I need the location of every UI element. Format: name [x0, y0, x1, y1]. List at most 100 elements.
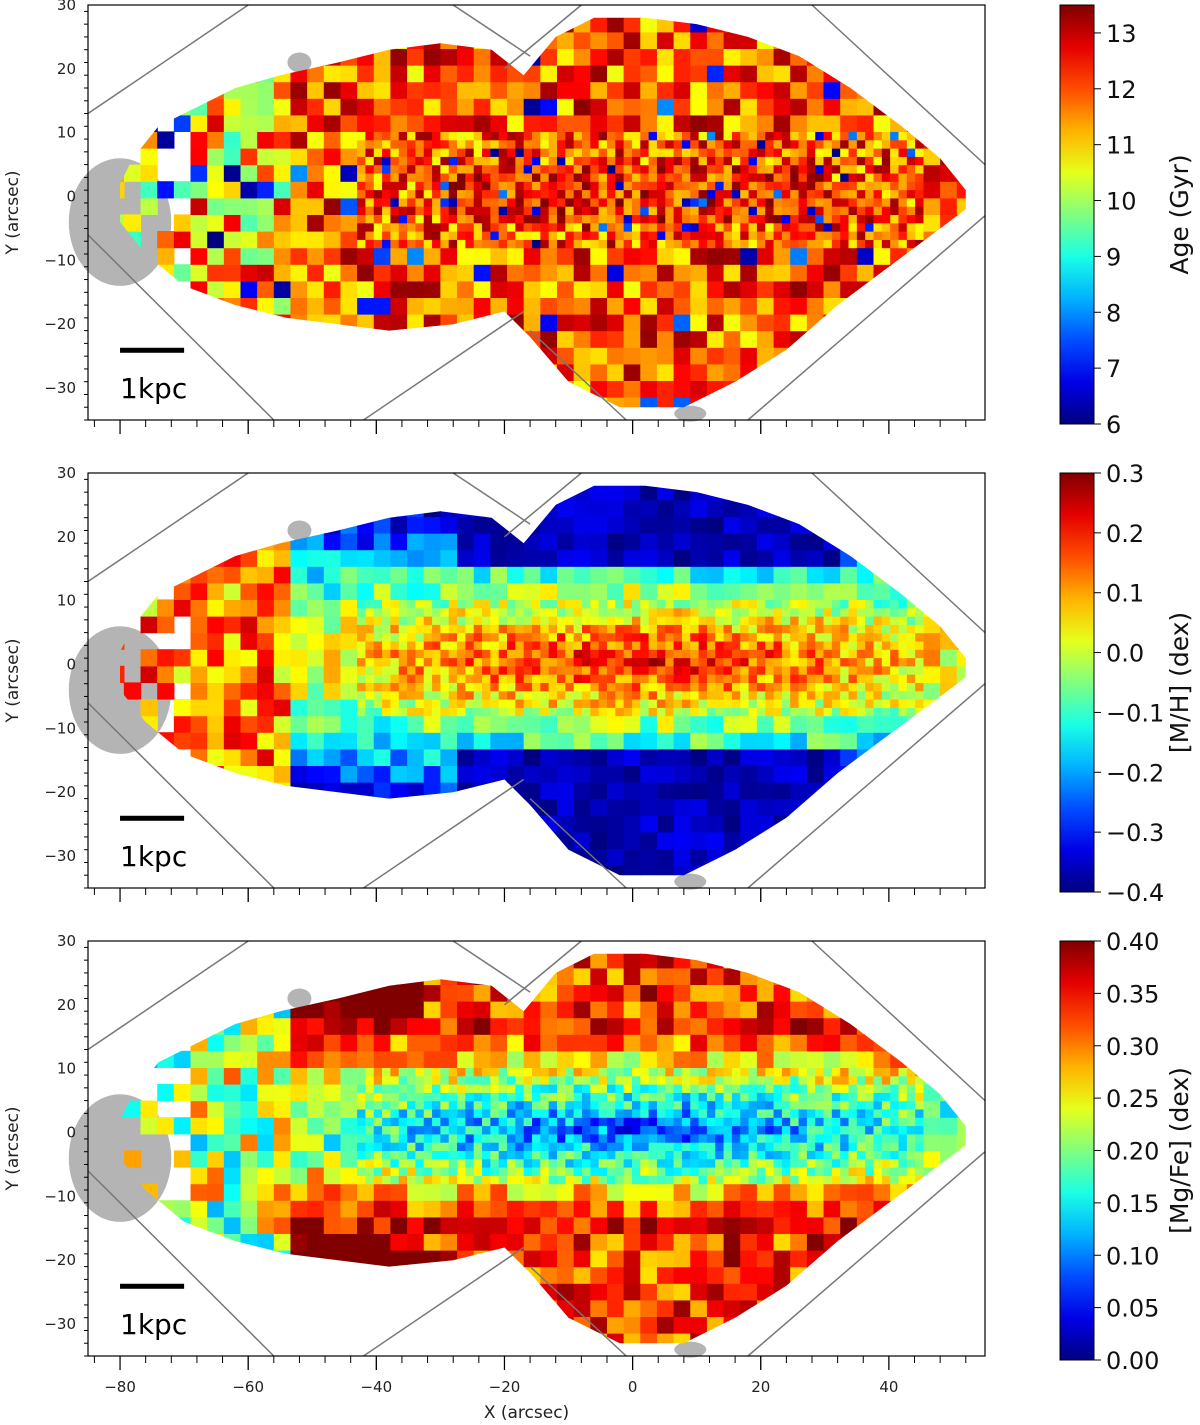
bin: [423, 607, 433, 617]
bin: [806, 632, 816, 642]
bin: [681, 616, 691, 625]
bin: [606, 533, 625, 551]
bin: [715, 690, 725, 700]
bin: [482, 181, 491, 191]
bin: [806, 98, 825, 116]
bin: [573, 172, 583, 182]
bin: [656, 566, 675, 584]
bin: [398, 1175, 408, 1185]
bin: [498, 189, 508, 199]
bin: [382, 206, 392, 216]
bin: [415, 616, 425, 625]
bin: [581, 139, 591, 149]
bin: [756, 189, 766, 199]
bin: [540, 682, 550, 692]
bin: [581, 690, 591, 700]
bin: [540, 98, 558, 116]
bin: [715, 206, 725, 216]
bin: [532, 640, 541, 650]
bin: [881, 214, 891, 224]
bin: [873, 222, 883, 232]
bin: [756, 297, 775, 315]
bin: [715, 624, 725, 634]
bin: [690, 231, 700, 240]
bin: [740, 549, 758, 567]
bin: [615, 607, 625, 617]
bin: [840, 148, 850, 157]
bin: [532, 607, 541, 617]
bin: [357, 1108, 367, 1118]
bin: [590, 330, 608, 348]
bin: [390, 1250, 408, 1268]
bin: [815, 164, 825, 174]
bin: [773, 314, 791, 332]
bin: [940, 197, 958, 216]
bin: [157, 616, 175, 634]
bin: [223, 649, 242, 667]
bin: [307, 1216, 325, 1235]
bin: [673, 624, 683, 634]
bin: [523, 599, 533, 609]
bin: [606, 197, 616, 207]
bin: [915, 172, 925, 182]
bin: [307, 1050, 325, 1069]
bin: [323, 280, 342, 299]
bin: [340, 297, 358, 315]
bin: [307, 1133, 325, 1152]
bin: [773, 765, 791, 783]
bin: [540, 599, 550, 609]
bin: [581, 189, 591, 199]
bin: [765, 181, 775, 191]
bin: [723, 239, 733, 249]
bin: [440, 624, 450, 634]
bin: [748, 682, 758, 692]
bin: [407, 239, 417, 249]
bin: [290, 1216, 308, 1235]
bin: [432, 156, 441, 166]
bin: [448, 164, 458, 174]
bin: [190, 231, 208, 249]
bin: [407, 1200, 425, 1218]
bin: [890, 214, 900, 224]
bin: [723, 297, 741, 315]
bin: [323, 1183, 342, 1201]
bin: [848, 657, 858, 667]
bin: [140, 148, 158, 166]
bin: [623, 607, 633, 617]
bin: [740, 782, 758, 800]
bin: [407, 782, 425, 800]
bin: [623, 247, 641, 265]
bin: [415, 1084, 425, 1093]
bin: [457, 156, 466, 166]
bin: [432, 1150, 441, 1160]
bin: [715, 682, 725, 692]
bin: [490, 1108, 500, 1118]
bin: [323, 682, 342, 700]
bin: [473, 139, 483, 149]
bin: [540, 189, 550, 199]
bin: [357, 214, 367, 224]
bin: [557, 239, 566, 249]
bin: [656, 748, 675, 767]
bin: [448, 1084, 458, 1093]
bin: [590, 607, 600, 617]
bin: [407, 1001, 425, 1019]
bin: [365, 1150, 375, 1160]
bin: [540, 172, 550, 182]
bin: [898, 156, 908, 166]
bin: [690, 732, 708, 750]
bin: [357, 247, 375, 265]
bin: [790, 148, 800, 157]
bin: [340, 65, 358, 83]
bin: [623, 172, 633, 182]
bin: [440, 715, 458, 733]
bin: [573, 607, 583, 617]
bin: [606, 798, 625, 816]
bin: [307, 748, 325, 767]
bin: [557, 48, 575, 66]
bin: [698, 189, 708, 199]
bin: [407, 1158, 417, 1168]
bin: [415, 1150, 425, 1160]
bin: [598, 707, 608, 717]
bin: [307, 582, 325, 601]
